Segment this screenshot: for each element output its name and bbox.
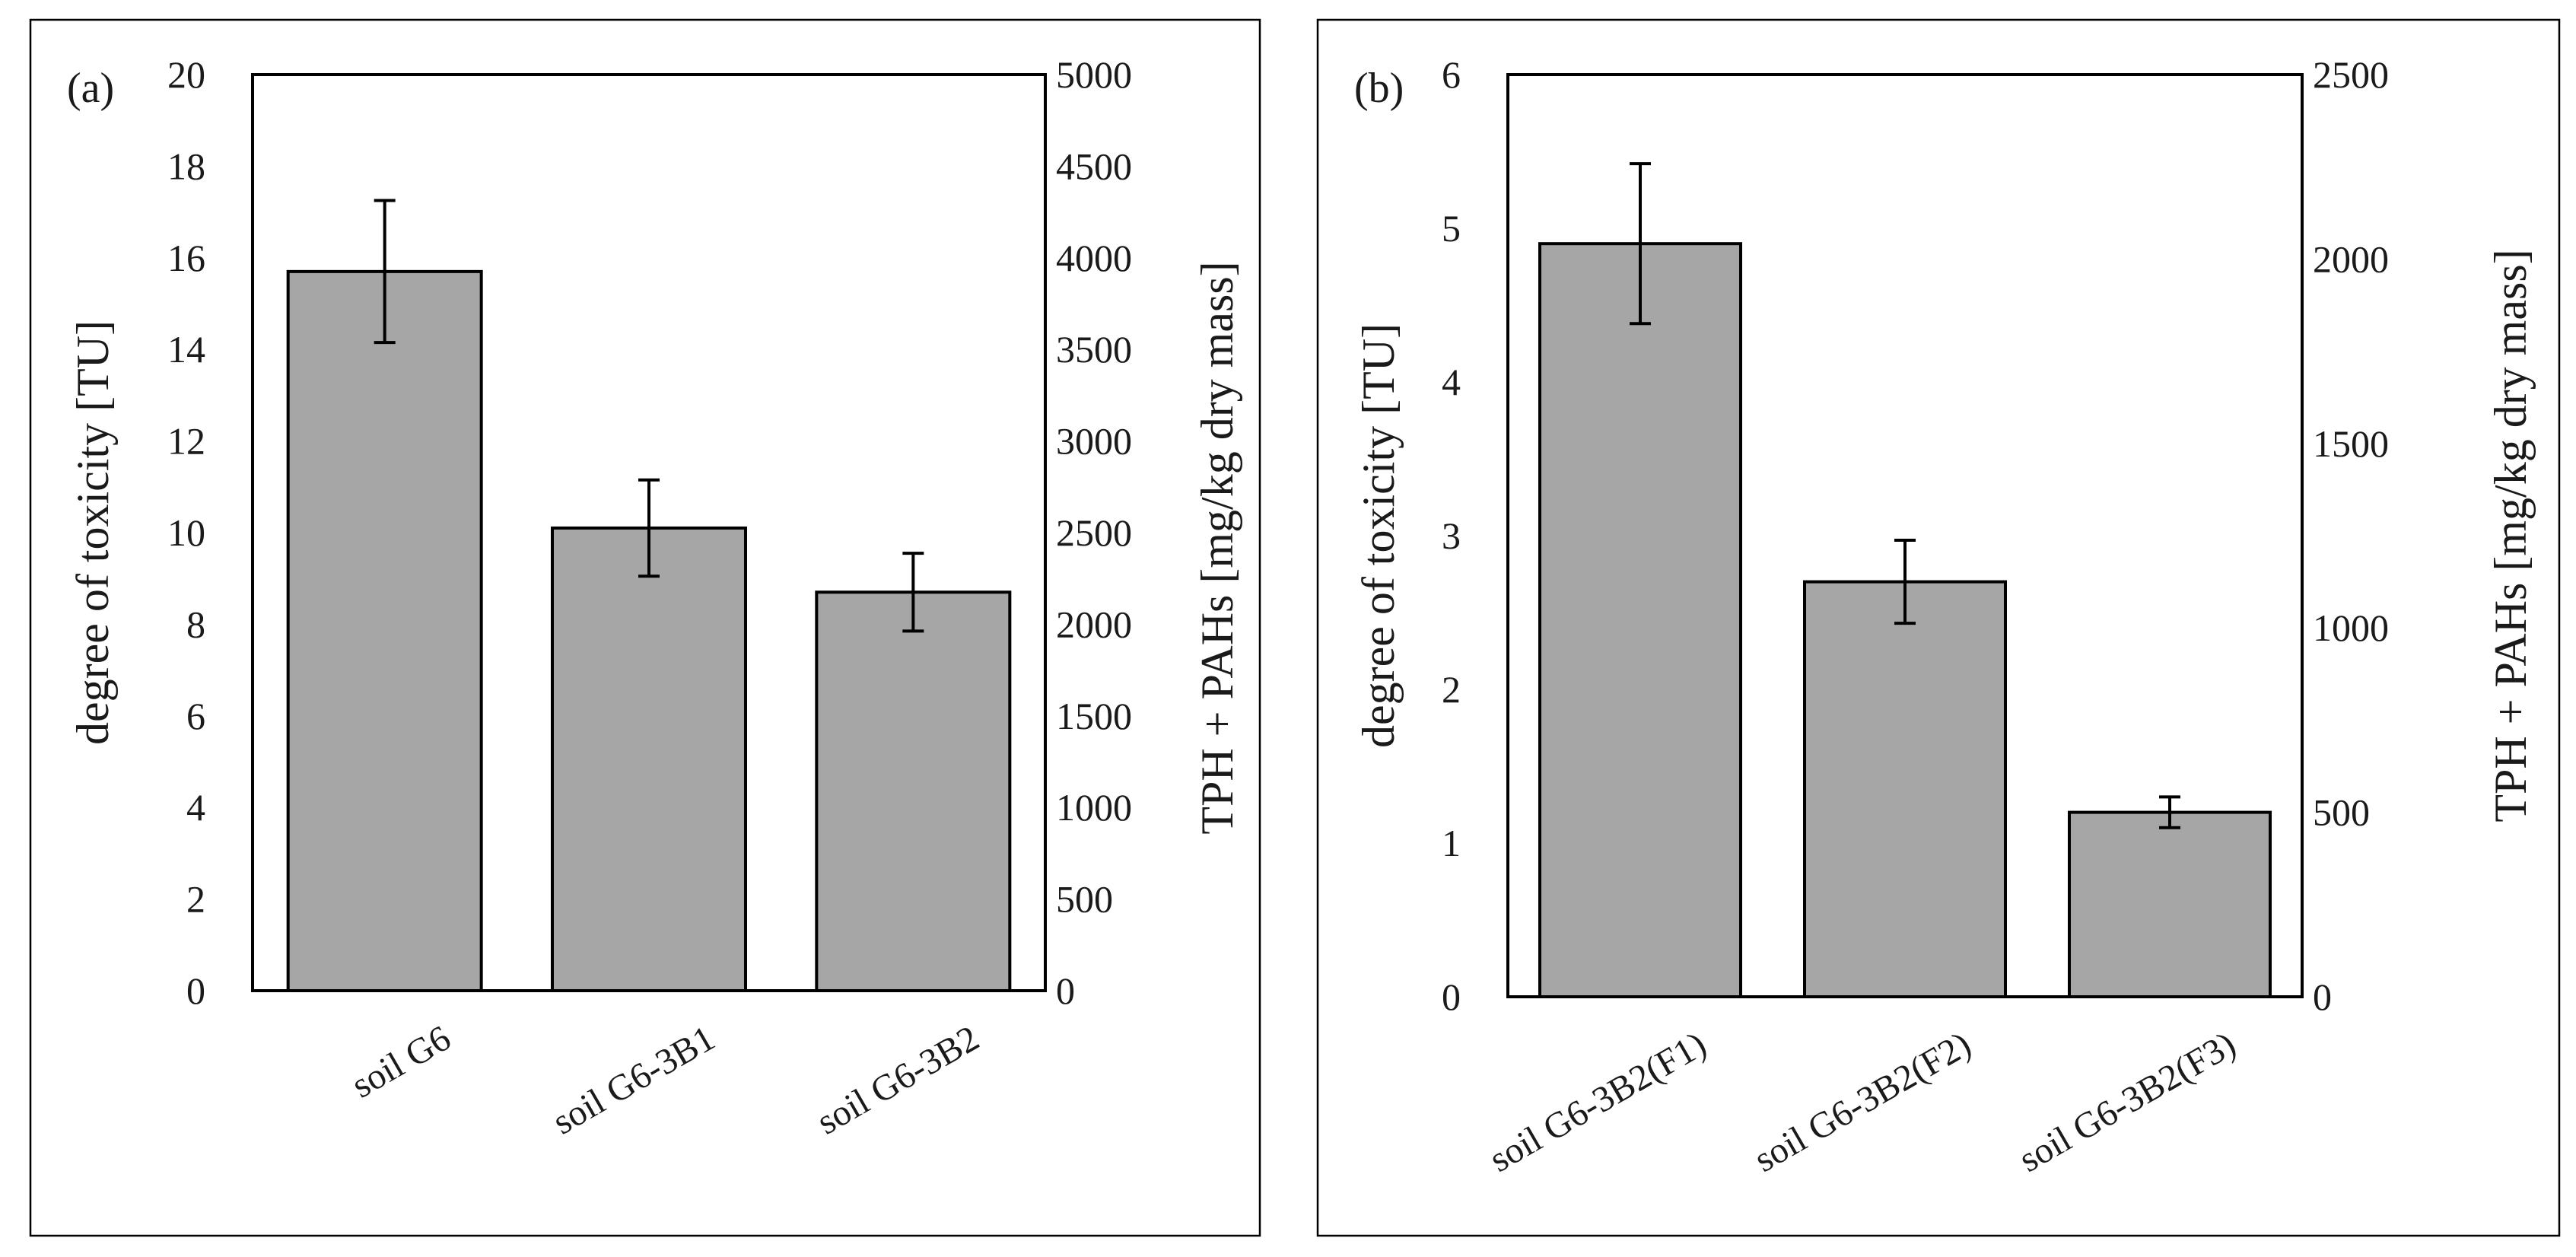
panel-b-left-tick-label: 0 [1442,975,1461,1018]
panel-a-right-tick-label: 1000 [1056,786,1132,829]
panel-b-label: (b) [1354,65,1404,112]
panel-b-right-tick-label: 0 [2313,975,2332,1018]
panel-b-error-bar [2159,795,2180,829]
panel-b-right-ticks: 0 500 1000 1500 2000 2500 [2313,53,2389,1018]
panel-b-bar [2068,810,2272,998]
panel-a-right-tick-label: 4000 [1056,237,1132,279]
panel-a-right-tick-label: 5000 [1056,53,1132,96]
panel-b-left-tick-label: 6 [1442,53,1461,96]
panel-a-left-tick-label: 6 [186,695,205,737]
panel-a-left-tick-label: 4 [186,786,205,829]
panel-a-right-tick-label: 2500 [1056,511,1132,554]
panel-b-left-tick-label: 4 [1442,361,1461,403]
panel-b-bar [1803,580,2007,998]
panel-a-left-tick-label: 8 [186,603,205,645]
panel-b-left-axis-title: degree of toxicity [TU] [1353,323,1404,748]
panel-a-right-tick-label: 4500 [1056,145,1132,187]
panel-a-right-ticks: 0 500 1000 1500 2000 2500 3000 3500 4000 4500 5000 [1056,53,1132,1012]
panel-b-left-tick-label: 2 [1442,668,1461,711]
panel-b-left-tick-label: 1 [1442,822,1461,864]
panel-a-error-bar [374,199,396,345]
panel-a-label: (a) [67,65,114,112]
panel-a-left-tick-label: 2 [186,878,205,921]
panel-b-right-tick-label: 2500 [2313,53,2389,96]
panel-a-right-axis-title: TPH + PAHs [mg/kg dry mass] [1192,261,1242,834]
panel-a-left-axis-title: degree of toxicity [TU] [68,320,118,745]
panel-a-right-tick-label: 3500 [1056,328,1132,371]
panel-a: (a) 0 2 4 6 8 10 12 14 16 18 20 0 500 1000 1500 2000 25… [29,18,1261,1237]
panel-b-right-tick-label: 500 [2313,791,2370,834]
panel-a-left-tick-label: 0 [186,969,205,1012]
panel-b-error-bar [1894,539,1916,625]
panel-a-right-tick-label: 500 [1056,878,1113,921]
panel-a-left-tick-label: 20 [167,53,205,96]
panel-b-right-tick-label: 2000 [2313,237,2389,280]
panel-a-left-tick-label: 16 [167,237,205,279]
panel-b-bar [1538,242,1742,998]
panel-a-left-tick-label: 10 [167,511,205,554]
panel-a-right-tick-label: 2000 [1056,603,1132,645]
panel-a-error-bars [374,199,924,633]
panel-b-bars [1538,242,2272,998]
panel-a-left-tick-label: 14 [167,328,205,371]
panel-b-right-tick-label: 1500 [2313,422,2389,465]
panel-b-right-tick-label: 1000 [2313,606,2389,649]
panel-a-bar [551,526,747,992]
panel-a-error-bar [638,478,660,578]
panel-b-error-bar [1630,162,1651,326]
panel-b-left-tick-label: 5 [1442,207,1461,250]
panel-b-right-axis-title: TPH + PAHs [mg/kg dry mass] [2485,249,2536,822]
panel-b-left-ticks: 0 1 2 3 4 5 6 [1442,53,1461,1018]
panel-a-right-tick-label: 3000 [1056,420,1132,463]
panel-b-left-tick-label: 3 [1442,514,1461,557]
panel-b-error-bars [1630,162,2180,829]
panel-a-left-tick-label: 18 [167,145,205,187]
panel-a-right-tick-label: 1500 [1056,695,1132,737]
panel-a-error-bar [902,552,924,633]
panel-a-bars [286,269,1012,992]
panel-a-bar [286,269,483,992]
panel-a-right-tick-label: 0 [1056,969,1075,1012]
panel-a-left-tick-label: 12 [167,420,205,463]
panel-a-bar [815,590,1012,992]
panel-a-left-ticks: 0 2 4 6 8 10 12 14 16 18 20 [167,53,205,1012]
